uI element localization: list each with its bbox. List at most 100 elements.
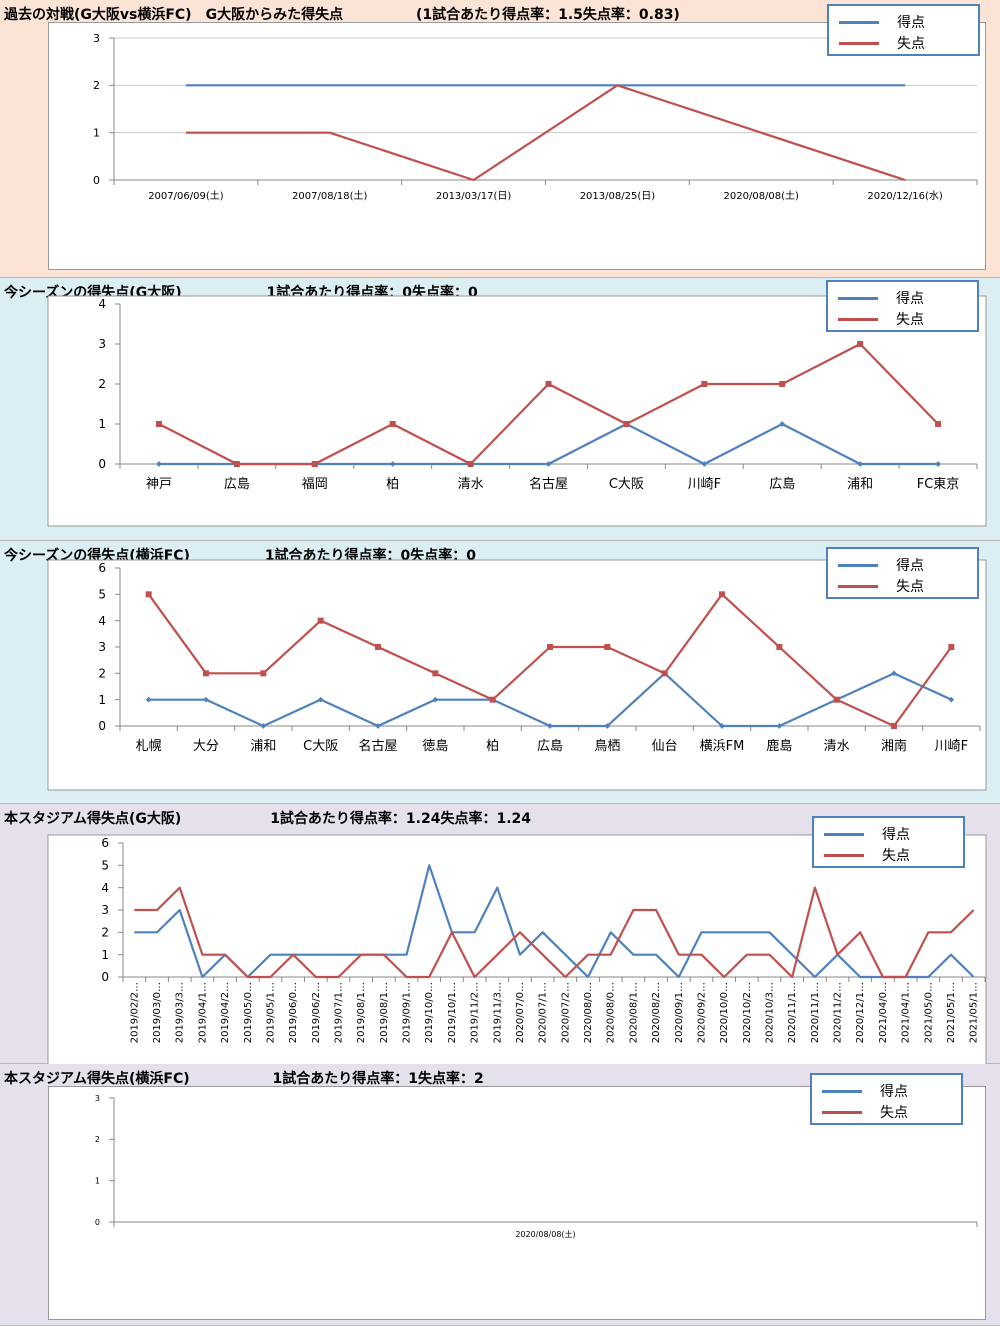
data-point-concede (857, 341, 864, 347)
data-point-score (375, 723, 381, 729)
legend: 得点 失点 (827, 4, 980, 56)
x-tick-label: 名古屋 (358, 738, 397, 754)
data-point-score (719, 723, 725, 729)
y-tick-label: 4 (98, 614, 106, 628)
chart-title: 過去の対戦(G大阪vs横浜FC) G大阪からみた得失点 (1試合あたり得点率：1… (4, 4, 680, 24)
data-point-score (779, 421, 786, 427)
y-tick-label: 1 (95, 1176, 100, 1185)
data-point-concede (701, 381, 708, 387)
x-tick-label: 2020/07/1… (538, 982, 549, 1043)
x-tick-label: 徳島 (422, 739, 448, 754)
x-tick-label: 鳥栖 (594, 739, 620, 754)
x-tick-label: 2019/07/1… (334, 982, 345, 1043)
x-tick-label: 鹿島 (766, 738, 792, 754)
plot-area (47, 295, 987, 527)
data-point-concede (203, 670, 209, 677)
chart-group: 0 1 2 3 2020/08/08(土) (95, 1094, 978, 1239)
y-tick-label: 0 (98, 457, 106, 471)
chart-title-text: 本スタジアム得失点(G大阪) (4, 811, 182, 827)
x-tick-label: 2020/07/2… (560, 982, 571, 1043)
y-tick-label: 6 (98, 561, 106, 575)
data-point-concede (260, 670, 267, 677)
x-tick-label: 2020/11/1… (787, 982, 798, 1043)
y-tick-label: 3 (101, 903, 109, 917)
x-tick-label: 清水 (824, 739, 850, 754)
x-tick-label: 浦和 (250, 739, 276, 754)
x-tick-label: 2020/11/1… (810, 982, 821, 1043)
data-point-concede (311, 461, 318, 467)
y-tick-label: 1 (98, 417, 106, 431)
x-tick-label: 2020/07/0… (515, 982, 526, 1043)
x-tick-label: 2007/08/18(土) (292, 189, 368, 202)
x-tick-label: 2019/02/2… (129, 982, 140, 1043)
x-tick-label: 広島 (537, 739, 563, 754)
y-tick-label: 2 (101, 926, 109, 940)
data-point-concede (623, 421, 630, 427)
data-point-concede (833, 696, 840, 703)
y-tick-label: 0 (101, 970, 109, 984)
x-tick-label: 2019/05/0… (243, 982, 254, 1043)
x-tick-label: 2021/04/1… (901, 982, 912, 1043)
x-tick-label: 2020/11/2… (833, 982, 844, 1043)
legend: 得点 失点 (826, 280, 979, 332)
data-point-concede (948, 644, 955, 650)
y-tick-label: 2 (95, 1135, 100, 1144)
x-tick-label: 広島 (224, 477, 250, 492)
plot-area (48, 22, 986, 270)
data-point-concede (776, 644, 783, 650)
x-tick-label: 2019/10/1… (447, 982, 458, 1043)
y-tick-label: 4 (98, 297, 106, 311)
data-point-concede (155, 421, 162, 427)
data-point-score (857, 461, 863, 467)
data-point-score (545, 461, 552, 467)
x-tick-label: 大分 (193, 739, 219, 754)
panel-stadium-yokohamafc: 本スタジアム得失点(横浜FC) 1試合あたり得点率：1失点率：2 0 1 2 3 202… (0, 1064, 1000, 1326)
x-tick-label: 2020/12/16(水) (867, 190, 943, 202)
x-tick-label: 2013/08/25(日) (580, 191, 656, 202)
x-tick-label: C大阪 (609, 477, 644, 492)
y-tick-label: 3 (98, 640, 106, 654)
x-tick-label: 湘南 (881, 738, 907, 754)
x-tick-label: 札幌 (136, 738, 162, 754)
y-tick-label: 3 (98, 337, 106, 351)
x-tick-label: 2020/10/2… (742, 982, 753, 1043)
chart-rate-text: 1試合あたり得点率：1.24失点率：1.24 (270, 811, 532, 827)
y-tick-label: 4 (101, 881, 109, 895)
data-point-score (389, 461, 396, 467)
chart-title-text: 過去の対戦(G大阪vs横浜FC) G大阪からみた得失点 (4, 7, 344, 23)
x-tick-label: 2020/08/08(土) (515, 1229, 575, 1239)
y-tick-label: 1 (93, 127, 100, 140)
data-point-score (701, 461, 708, 467)
data-point-score (891, 670, 897, 677)
x-tick-label: 2020/08/2… (651, 982, 662, 1043)
x-tick-label: 2020/10/0… (719, 982, 730, 1043)
chart-title-text: 本スタジアム得失点(横浜FC) (4, 1071, 190, 1087)
data-point-concede (661, 670, 668, 677)
data-point-score (156, 461, 162, 467)
x-tick-label: 2007/06/09(土) (148, 189, 224, 202)
panel-season-gosaka: 今シーズンの得失点(G大阪) 1試合あたり得点率：0失点率：0 0 1 2 3 4 神戸広… (0, 278, 1000, 541)
y-tick-label: 2 (98, 667, 106, 681)
x-tick-label: 清水 (458, 477, 484, 492)
y-tick-label: 2 (98, 377, 106, 391)
data-point-score (203, 696, 209, 703)
data-point-score (604, 723, 611, 729)
x-tick-label: 2019/04/2… (220, 982, 231, 1043)
x-tick-label: 神戸 (146, 477, 172, 492)
x-tick-label: 2019/11/3… (492, 982, 503, 1043)
x-tick-label: 2019/04/1… (197, 982, 208, 1043)
chart-group: 0 1 2 3 2007/06/09(土) 2007/08/18(土) 2013/03/17… (93, 32, 978, 202)
y-tick-label: 3 (95, 1094, 100, 1103)
x-tick-label: 柏 (486, 739, 499, 754)
x-tick-label: FC東京 (917, 476, 960, 492)
x-tick-label: 川崎F (935, 739, 968, 754)
x-tick-label: 2019/03/3… (175, 982, 186, 1043)
data-point-concede (719, 591, 725, 598)
y-tick-label: 5 (98, 588, 106, 602)
chart-svg: 0 1 2 3 4 神戸 広島 福岡 柏 清水 名古屋 C大阪 川崎F 広島 浦和 FC東京 (47, 295, 987, 527)
data-point-score (260, 723, 267, 729)
data-point-concede (935, 421, 942, 427)
data-point-score (432, 696, 439, 703)
x-tick-label: 2019/03/0… (152, 982, 163, 1043)
chart-title: 本スタジアム得失点(横浜FC) 1試合あたり得点率：1失点率：2 (4, 1068, 484, 1088)
